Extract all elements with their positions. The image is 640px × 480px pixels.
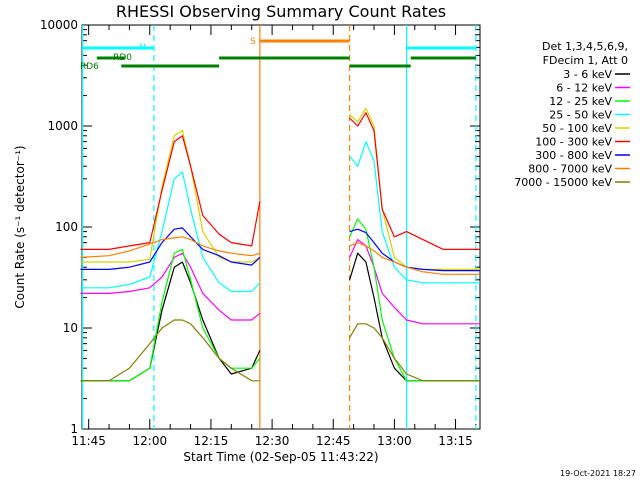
series-line-0-seg1 — [349, 252, 480, 382]
x-axis-title: Start Time (02-Sep-05 11:43:22) — [183, 450, 378, 464]
flag-label-RD6: RD6 — [80, 62, 99, 72]
x-tick-label: 13:00 — [377, 434, 412, 448]
series-line-1-seg1 — [349, 239, 480, 325]
y-axis-title: Count Rate (s⁻¹ detector⁻¹) — [13, 145, 27, 308]
series-line-5-seg1 — [349, 112, 480, 250]
series-line-3-seg1 — [349, 141, 480, 284]
legend-entry-label: 300 - 800 keV — [535, 149, 612, 162]
flag-label-S: S — [250, 37, 256, 47]
y-tick-label: 1 — [70, 422, 78, 436]
flag-label-RD0: RD0 — [113, 53, 132, 63]
plot-frame — [81, 24, 481, 430]
series-line-8-seg1 — [349, 323, 480, 382]
x-tick-label: 12:45 — [316, 434, 351, 448]
series-line-0-seg0 — [80, 261, 261, 382]
series-line-6-seg1 — [349, 228, 480, 272]
legend-entry-label: 12 - 25 keV — [549, 95, 612, 108]
legend-header: FDecim 1, Att 0 — [543, 54, 628, 67]
x-tick-label: 12:00 — [133, 434, 168, 448]
legend-entry-label: 50 - 100 keV — [542, 122, 612, 135]
legend-header: Det 1,3,4,5,6,9, — [542, 40, 628, 53]
legend-entry-label: 3 - 6 keV — [563, 68, 612, 81]
x-tick-label: 11:45 — [71, 434, 106, 448]
series-line-2-seg1 — [349, 218, 480, 382]
y-tick-label: 100 — [55, 220, 78, 234]
flag-label-N: N — [139, 43, 146, 53]
series-line-7-seg1 — [349, 242, 480, 275]
series-line-6-seg0 — [80, 227, 261, 270]
legend-entry-label: 7000 - 15000 keV — [514, 176, 612, 189]
series-line-3-seg0 — [80, 171, 261, 293]
series-line-8-seg0 — [80, 319, 260, 382]
series-line-7-seg0 — [80, 236, 261, 258]
series-line-5-seg0 — [80, 135, 261, 250]
x-tick-label: 12:15 — [194, 434, 229, 448]
series-line-1-seg0 — [80, 252, 261, 321]
legend-entry-label: 25 - 50 keV — [549, 109, 612, 122]
y-tick-label: 1000 — [47, 119, 78, 133]
legend-entry-label: 800 - 7000 keV — [528, 163, 612, 176]
legend-entry-label: 6 - 12 keV — [556, 82, 612, 95]
y-tick-label: 10000 — [40, 18, 78, 32]
x-tick-label: 12:30 — [255, 434, 290, 448]
y-tick-label: 10 — [63, 321, 78, 335]
chart-title: RHESSI Observing Summary Count Rates — [116, 2, 446, 21]
footer-date: 19-Oct-2021 18:27 — [560, 469, 636, 478]
x-tick-label: 13:15 — [438, 434, 473, 448]
legend-entry-label: 100 - 300 keV — [535, 136, 612, 149]
